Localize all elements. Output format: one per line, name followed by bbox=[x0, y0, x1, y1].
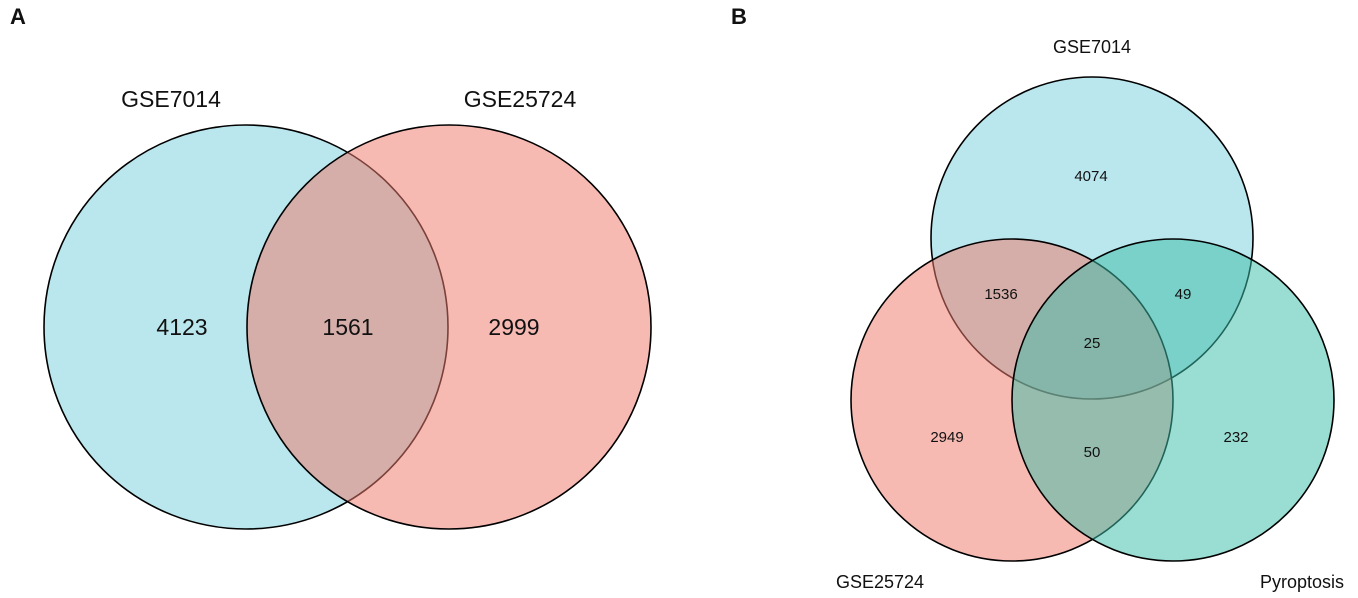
panel-a-letter: A bbox=[10, 4, 26, 29]
venn-a-circle-gse25724 bbox=[246, 124, 652, 530]
venn-b-count-all-three: 25 bbox=[1084, 335, 1101, 352]
panel-b-letter: B bbox=[731, 4, 747, 29]
venn-b-count-pyroptosis-only: 232 bbox=[1223, 429, 1248, 446]
venn-b-circle-pyroptosis bbox=[1011, 238, 1335, 562]
venn-b-count-gse7014-pyroptosis: 49 bbox=[1175, 286, 1192, 303]
venn-b-label-pyroptosis: Pyroptosis bbox=[1260, 572, 1344, 592]
venn-b-count-gse25724-pyroptosis: 50 bbox=[1084, 444, 1101, 461]
venn-b-label-gse25724: GSE25724 bbox=[836, 572, 924, 592]
venn-b-count-gse7014-only: 4074 bbox=[1074, 168, 1107, 185]
venn-a-label-gse25724: GSE25724 bbox=[464, 86, 577, 112]
venn-a-count-both: 1561 bbox=[322, 314, 373, 340]
venn-a-label-gse7014: GSE7014 bbox=[121, 86, 221, 112]
venn-b-count-gse7014-gse25724: 1536 bbox=[984, 286, 1017, 303]
venn-a-count-gse7014-only: 4123 bbox=[156, 314, 207, 340]
venn-b-label-gse7014: GSE7014 bbox=[1053, 37, 1131, 57]
panel-b: B GSE7014 GSE25724 Pyroptosis 4074 1536 … bbox=[731, 4, 1344, 592]
venn-b-count-gse25724-only: 2949 bbox=[930, 429, 963, 446]
panel-a: A GSE7014 GSE25724 4123 1561 2999 bbox=[10, 4, 652, 530]
venn-a-count-gse25724-only: 2999 bbox=[488, 314, 539, 340]
